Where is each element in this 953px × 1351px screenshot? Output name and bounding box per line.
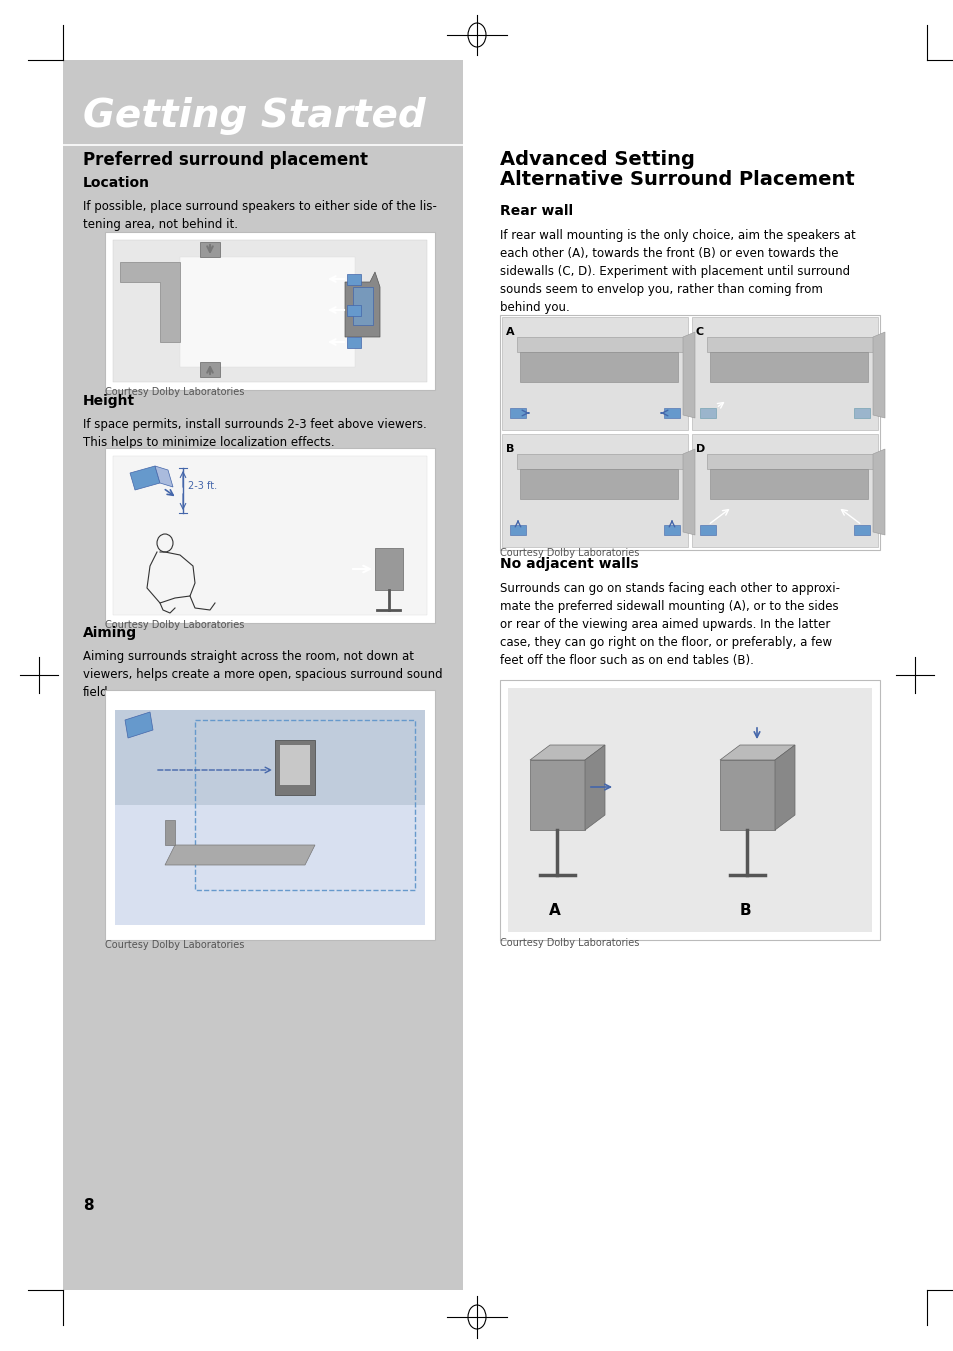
Text: Courtesy Dolby Laboratories: Courtesy Dolby Laboratories: [499, 938, 639, 948]
Bar: [501, 317, 687, 430]
Bar: [347, 305, 360, 316]
Bar: [280, 744, 310, 785]
Bar: [105, 449, 435, 623]
Polygon shape: [709, 353, 867, 382]
Polygon shape: [519, 469, 678, 499]
Text: A: A: [549, 902, 560, 917]
Bar: [477, 59, 927, 1290]
Text: If rear wall mounting is the only choice, aim the speakers at
each other (A), to: If rear wall mounting is the only choice…: [499, 230, 855, 313]
Polygon shape: [584, 744, 604, 830]
Polygon shape: [720, 744, 794, 761]
Text: No adjacent walls: No adjacent walls: [499, 557, 638, 571]
Bar: [517, 336, 682, 353]
Text: D: D: [696, 444, 704, 454]
Polygon shape: [872, 332, 884, 417]
Text: Courtesy Dolby Laboratories: Courtesy Dolby Laboratories: [105, 386, 244, 397]
Text: 2-3 ft.: 2-3 ft.: [188, 481, 217, 490]
Text: Advanced Setting: Advanced Setting: [499, 150, 694, 169]
Bar: [200, 242, 220, 257]
Polygon shape: [120, 262, 180, 342]
Text: Height: Height: [83, 394, 135, 408]
Bar: [853, 408, 869, 417]
Polygon shape: [709, 469, 867, 499]
Polygon shape: [530, 761, 584, 830]
Bar: [507, 688, 871, 932]
Bar: [347, 336, 360, 349]
Text: Getting Started: Getting Started: [83, 97, 425, 135]
Text: Rear wall: Rear wall: [499, 204, 573, 218]
Text: Location: Location: [83, 176, 150, 190]
Text: Courtesy Dolby Laboratories: Courtesy Dolby Laboratories: [105, 620, 244, 630]
Bar: [274, 740, 314, 794]
Polygon shape: [115, 805, 424, 925]
Polygon shape: [165, 844, 314, 865]
Polygon shape: [530, 744, 604, 761]
Text: A: A: [505, 327, 514, 336]
Bar: [200, 362, 220, 377]
Bar: [499, 680, 879, 940]
Polygon shape: [682, 449, 695, 535]
Polygon shape: [165, 820, 174, 844]
Bar: [510, 408, 525, 417]
Polygon shape: [720, 761, 774, 830]
Polygon shape: [682, 332, 695, 417]
Bar: [375, 549, 402, 590]
Bar: [700, 408, 716, 417]
Polygon shape: [154, 466, 172, 486]
Polygon shape: [115, 711, 424, 805]
Bar: [517, 454, 682, 469]
Text: Aiming surrounds straight across the room, not down at
viewers, helps create a m: Aiming surrounds straight across the roo…: [83, 650, 442, 698]
Bar: [706, 336, 872, 353]
Bar: [853, 526, 869, 535]
Polygon shape: [345, 272, 379, 336]
Bar: [691, 434, 877, 547]
Text: Courtesy Dolby Laboratories: Courtesy Dolby Laboratories: [499, 549, 639, 558]
Bar: [501, 434, 687, 547]
Bar: [663, 526, 679, 535]
Bar: [105, 232, 435, 390]
Bar: [180, 257, 355, 367]
Polygon shape: [115, 711, 225, 925]
Bar: [347, 274, 360, 285]
Polygon shape: [125, 712, 152, 738]
Bar: [112, 457, 427, 615]
Text: B: B: [505, 444, 514, 454]
Text: Alternative Surround Placement: Alternative Surround Placement: [499, 170, 854, 189]
Bar: [700, 526, 716, 535]
Text: C: C: [696, 327, 703, 336]
Text: Courtesy Dolby Laboratories: Courtesy Dolby Laboratories: [105, 940, 244, 950]
Bar: [112, 240, 427, 382]
Text: If possible, place surround speakers to either side of the lis-
tening area, not: If possible, place surround speakers to …: [83, 200, 436, 231]
Bar: [194, 720, 415, 890]
Polygon shape: [519, 353, 678, 382]
Bar: [706, 454, 872, 469]
Bar: [691, 317, 877, 430]
Bar: [510, 526, 525, 535]
Text: 8: 8: [83, 1198, 93, 1213]
Polygon shape: [774, 744, 794, 830]
Bar: [663, 408, 679, 417]
Text: Preferred surround placement: Preferred surround placement: [83, 151, 368, 169]
Text: B: B: [739, 902, 750, 917]
Polygon shape: [130, 466, 160, 490]
Bar: [63, 59, 462, 1290]
Text: If space permits, install surrounds 2-3 feet above viewers.
This helps to minimi: If space permits, install surrounds 2-3 …: [83, 417, 426, 449]
Text: Surrounds can go on stands facing each other to approxi-
mate the preferred side: Surrounds can go on stands facing each o…: [499, 582, 840, 667]
Bar: [499, 315, 879, 550]
Text: Aiming: Aiming: [83, 626, 137, 640]
Bar: [105, 690, 435, 940]
Bar: [353, 286, 373, 326]
Polygon shape: [872, 449, 884, 535]
